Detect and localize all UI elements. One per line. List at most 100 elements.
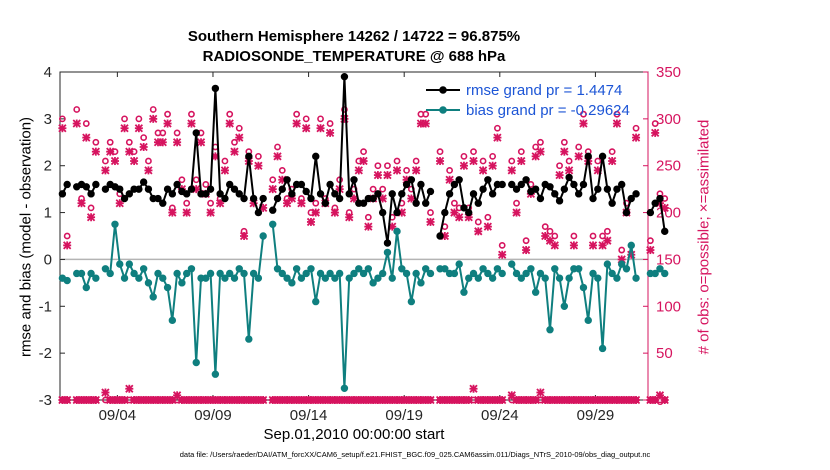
bias-series-point xyxy=(216,269,224,278)
obs-assimilated-marker xyxy=(306,217,316,227)
legend-swatch-marker xyxy=(439,106,447,114)
rmse-series-point xyxy=(297,180,306,189)
obs-possible-marker xyxy=(73,106,81,113)
x-tick-label: 09/19 xyxy=(385,407,423,424)
bias-series-point xyxy=(546,326,554,334)
rmse-series-point xyxy=(350,176,358,184)
bias-series-point xyxy=(226,269,234,278)
obs-assimilated-rejected-band-marker xyxy=(464,395,473,405)
obs-assimilated-marker xyxy=(235,133,244,142)
obs-possible-marker xyxy=(651,120,659,127)
rmse-series-point xyxy=(388,190,396,198)
rmse-series-point xyxy=(450,180,459,189)
bias-series-point xyxy=(355,265,363,273)
bias-series-point xyxy=(378,269,387,278)
obs-assimilated-marker xyxy=(474,227,483,236)
y-right-tick-label: 100 xyxy=(656,298,681,315)
rmse-series-point xyxy=(331,190,339,198)
obs-assimilated-marker xyxy=(392,166,402,175)
bias-series-point xyxy=(574,265,583,273)
rmse-series-point xyxy=(278,185,286,193)
rmse-series-point xyxy=(469,190,478,198)
bias-series-point xyxy=(144,279,153,287)
obs-possible-marker xyxy=(58,115,66,123)
obs-possible-marker xyxy=(427,209,434,216)
rmse-series-point xyxy=(335,194,344,203)
bias-series-point xyxy=(187,265,196,273)
obs-possible-marker xyxy=(326,120,334,127)
bias-series-point xyxy=(469,269,478,278)
obs-possible-marker xyxy=(479,157,487,165)
bias-series-point xyxy=(269,220,277,228)
obs-possible-marker xyxy=(379,185,387,193)
obs-assimilated-marker xyxy=(86,213,96,222)
bias-series-point xyxy=(168,316,177,325)
rmse-series-point xyxy=(622,208,631,217)
rmse-series-point xyxy=(656,194,664,203)
bias-series-point xyxy=(493,265,502,273)
obs-assimilated-rejected-band-marker xyxy=(498,395,507,405)
rmse-series-point xyxy=(512,185,521,193)
obs-assimilated-marker xyxy=(612,119,622,128)
obs-possible-marker xyxy=(183,199,191,207)
obs-possible-marker xyxy=(565,157,573,165)
bias-series-point xyxy=(106,269,114,278)
obs-possible-marker xyxy=(106,138,114,146)
rmse-series-point xyxy=(551,190,559,198)
bias-series-point xyxy=(594,274,602,282)
rmse-series-point xyxy=(139,178,148,186)
rmse-series-point xyxy=(359,199,368,207)
rmse-series-point xyxy=(412,199,420,207)
rmse-series-point xyxy=(321,199,330,207)
rmse-series-point xyxy=(206,185,215,193)
x-axis-label: Sep.01,2010 00:00:00 start xyxy=(263,426,445,443)
bias-series-point xyxy=(312,297,320,306)
rmse-series-point xyxy=(235,190,243,198)
rmse-series-point xyxy=(326,180,334,189)
obs-possible-marker xyxy=(202,181,210,188)
obs-assimilated-marker xyxy=(230,147,239,156)
obs-assimilated-marker xyxy=(182,208,191,217)
obs-possible-marker xyxy=(221,157,229,165)
bias-series-point xyxy=(321,274,330,282)
rmse-series-point xyxy=(187,185,196,193)
obs-possible-marker xyxy=(192,176,200,184)
obs-assimilated-marker xyxy=(488,161,497,170)
rmse-series-point xyxy=(661,227,669,236)
rmse-series-point xyxy=(240,194,248,203)
bias-series-point xyxy=(632,274,640,282)
obs-possible-marker xyxy=(145,157,152,165)
obs-possible-marker xyxy=(632,124,640,132)
obs-possible-marker xyxy=(460,152,468,160)
obs-possible-marker xyxy=(369,185,377,193)
obs-assimilated-marker xyxy=(651,128,660,138)
rmse-series-point xyxy=(398,190,406,198)
obs-possible-marker xyxy=(608,148,616,156)
rmse-series-point xyxy=(125,190,134,198)
rmse-series-point xyxy=(574,190,583,198)
y-axis-right-label: # of obs: o=possible; ×=assimilated xyxy=(695,119,713,355)
bias-series-point xyxy=(488,274,497,282)
bias-series-point xyxy=(254,274,263,282)
obs-assimilated-marker xyxy=(455,213,464,222)
obs-assimilated-rejected-band-marker xyxy=(120,395,129,405)
rmse-series-point xyxy=(426,187,435,196)
y-left-tick-label: -1 xyxy=(39,298,52,315)
bias-series-point xyxy=(297,274,306,282)
bias-series-point xyxy=(393,227,401,236)
obs-assimilated-marker xyxy=(564,166,574,175)
rmse-series-point xyxy=(508,180,516,189)
obs-assimilated-marker xyxy=(77,199,86,208)
obs-possible-marker xyxy=(532,143,540,151)
data-file-footnote: data file: /Users/raeder/DAI/ATM_forcXX/… xyxy=(179,450,651,459)
obs-possible-marker xyxy=(393,157,401,165)
rmse-series-point xyxy=(560,185,569,193)
obs-possible-marker xyxy=(403,166,410,174)
rmse-series-point xyxy=(116,185,124,193)
bias-series-point xyxy=(565,274,573,282)
bias-series-point xyxy=(441,265,449,273)
bias-series-point xyxy=(589,269,597,278)
rmse-series-point xyxy=(273,194,282,203)
obs-assimilated-marker xyxy=(254,161,263,170)
obs-assimilated-marker xyxy=(101,166,110,175)
